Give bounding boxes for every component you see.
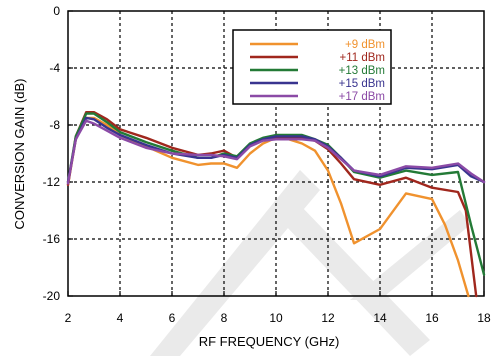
y-tick-label: -4 [49, 61, 60, 75]
series-line-3 [66, 112, 486, 276]
x-tick-label: 4 [117, 311, 124, 325]
y-axis-title: CONVERSION GAIN (dB) [12, 79, 27, 230]
x-tick-label: 16 [425, 311, 439, 325]
series-line-4 [66, 116, 486, 184]
x-tick-label: 14 [373, 311, 387, 325]
x-tick-label: 10 [269, 311, 283, 325]
x-axis-title: RF FREQUENCY (GHz) [199, 334, 340, 349]
legend-label: +13 dBm [339, 65, 385, 77]
y-tick-labels: 0 -4 -8 -12 -16 -20 [43, 4, 61, 303]
legend-box [232, 29, 392, 105]
y-tick-label: -8 [49, 118, 60, 132]
x-tick-labels: 2 4 6 8 10 12 14 16 18 [65, 311, 491, 325]
y-tick-label: 0 [53, 4, 60, 18]
x-tick-label: 18 [477, 311, 491, 325]
x-tick-label: 6 [169, 311, 176, 325]
x-tick-label: 8 [221, 311, 228, 325]
legend-label: +15 dBm [339, 78, 385, 90]
legend-label: +17 dBm [339, 91, 385, 103]
y-tick-label: -20 [43, 289, 61, 303]
x-tick-label: 12 [321, 311, 335, 325]
legend-label: +11 dBm [340, 52, 386, 64]
series-line-5 [66, 119, 486, 185]
y-tick-label: -12 [43, 175, 61, 189]
x-tick-label: 2 [65, 311, 72, 325]
legend: +9 dBm+11 dBm+13 dBm+15 dBm+17 dBm [232, 29, 392, 105]
legend-label: +9 dBm [345, 39, 385, 51]
series-line-1 [66, 116, 470, 298]
y-tick-label: -16 [43, 232, 61, 246]
series-lines [66, 111, 486, 298]
